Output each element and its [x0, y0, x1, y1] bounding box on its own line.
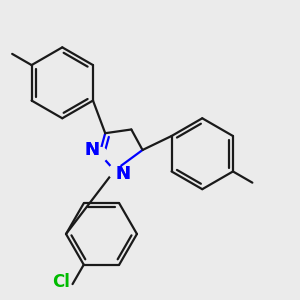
Text: N: N [115, 164, 130, 182]
Text: Cl: Cl [52, 273, 70, 291]
Text: N: N [84, 141, 99, 159]
Text: N: N [115, 164, 130, 182]
Text: N: N [84, 141, 99, 159]
